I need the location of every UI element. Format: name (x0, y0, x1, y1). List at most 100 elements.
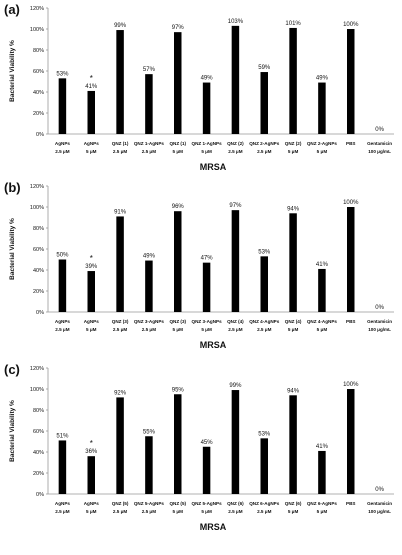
y-axis-title: Bacterial Viability % (9, 400, 16, 462)
bar (260, 438, 268, 494)
bar-value-label: 92% (114, 390, 127, 396)
x-category-label: QNZ 5-AgNPs (192, 501, 223, 506)
x-category-label: QNZ 3-AgNPs (134, 319, 165, 324)
x-category-sublabel: 100 μg/mL (368, 327, 391, 332)
bar-value-label: 45% (201, 440, 214, 446)
x-category-sublabel: 5 μM (288, 327, 299, 332)
y-tick-label: 0% (36, 310, 44, 316)
x-axis-title: MRSA (200, 522, 227, 532)
bar (231, 210, 240, 312)
x-category-label: QNZ 3-AgNPs (192, 319, 223, 324)
x-category-sublabel: 5 μM (86, 327, 97, 332)
x-category-sublabel: 5 μM (201, 327, 212, 332)
x-category-sublabel: 5 μM (201, 509, 212, 514)
y-tick-label: 40% (33, 450, 44, 456)
y-tick-label: 40% (33, 90, 44, 96)
bar-value-label: 50% (56, 253, 69, 259)
x-axis-title: MRSA (200, 162, 227, 172)
bar-value-label: 59% (258, 65, 271, 71)
y-axis-title: Bacterial Viability % (9, 218, 16, 280)
bar-value-label: 94% (287, 388, 300, 394)
y-tick-label: 20% (33, 111, 44, 117)
bar (260, 256, 268, 312)
x-category-label: PBS (346, 141, 355, 146)
x-category-label: AgNPs (55, 501, 71, 506)
x-category-sublabel: 5 μM (173, 509, 184, 514)
x-category-label: AgNPs (84, 501, 100, 506)
x-category-sublabel: 2.5 μM (228, 149, 242, 154)
x-category-sublabel: 100 μg/mL (368, 509, 391, 514)
y-tick-label: 120% (30, 184, 44, 190)
x-category-label: Gentamicin (367, 319, 392, 324)
x-category-label: QNZ (2) (285, 141, 302, 146)
x-category-label: QNZ (4) (227, 319, 244, 324)
panel-label: (b) (4, 180, 21, 195)
bar-value-label: 99% (229, 383, 242, 389)
x-category-sublabel: 2.5 μM (257, 149, 271, 154)
bar (58, 78, 67, 134)
y-tick-label: 40% (33, 268, 44, 274)
bar (318, 82, 326, 134)
bar-value-label: 51% (56, 433, 69, 439)
y-tick-label: 80% (33, 48, 44, 54)
bar-value-label: 97% (229, 203, 242, 209)
x-category-label: QNZ 2-AgNPs (249, 141, 280, 146)
x-category-label: QNZ (3) (112, 319, 129, 324)
chart-panel-3: (c) Bacterial Viability % 0% 20% 40% 60% 80% 10… (4, 362, 394, 532)
x-category-sublabel: 2.5 μM (228, 509, 242, 514)
bar (87, 456, 95, 494)
x-category-label: QNZ (1) (169, 141, 186, 146)
x-category-sublabel: 2.5 μM (113, 327, 127, 332)
bar (58, 259, 67, 312)
x-category-label: AgNPs (84, 319, 100, 324)
x-category-sublabel: 2.5 μM (228, 327, 242, 332)
y-tick-label: 20% (33, 289, 44, 295)
x-category-label: Gentamicin (367, 141, 392, 146)
bar (318, 268, 326, 312)
x-category-sublabel: 2.5 μM (113, 149, 127, 154)
y-tick-label: 60% (33, 247, 44, 253)
bar (289, 213, 297, 312)
y-tick-label: 80% (33, 226, 44, 232)
x-category-sublabel: 2.5 μM (113, 509, 127, 514)
x-category-sublabel: 5 μM (288, 149, 299, 154)
bar-value-label: 97% (172, 25, 185, 31)
y-tick-label: 20% (33, 471, 44, 477)
bar-value-label: 41% (85, 84, 98, 90)
x-category-sublabel: 5 μM (317, 327, 328, 332)
y-tick-label: 80% (33, 408, 44, 414)
bar-value-label: 95% (172, 387, 185, 393)
bar-value-label: 49% (316, 76, 329, 82)
x-category-sublabel: 2.5 μM (257, 327, 271, 332)
bar-value-label: 49% (143, 254, 156, 260)
x-category-label: QNZ 6-AgNPs (249, 501, 280, 506)
x-category-label: QNZ 5-AgNPs (134, 501, 165, 506)
bar (202, 446, 211, 494)
x-category-label: QNZ 1-AgNPs (134, 141, 165, 146)
x-category-label: AgNPs (55, 319, 71, 324)
bar-value-label: 96% (172, 204, 185, 210)
x-category-label: QNZ 1-AgNPs (192, 141, 223, 146)
y-tick-label: 60% (33, 429, 44, 435)
x-category-label: QNZ 6-AgNPs (307, 501, 338, 506)
x-category-sublabel: 5 μM (317, 149, 328, 154)
bar-value-label: 39% (85, 264, 98, 270)
bar-value-label: 49% (201, 76, 214, 82)
x-category-label: PBS (346, 501, 355, 506)
x-category-sublabel: 2.5 μM (55, 149, 69, 154)
bar-value-label: 47% (201, 256, 214, 262)
bar (116, 397, 124, 494)
chart-panel-1: (a) Bacterial Viability % 0% 20% 40% 60% 80% 10… (4, 2, 394, 172)
bar-value-label: 91% (114, 209, 127, 215)
bar (174, 211, 182, 312)
y-tick-label: 0% (36, 132, 44, 138)
bar-value-label: 94% (287, 206, 300, 212)
panel-label: (c) (4, 362, 20, 377)
bar (289, 395, 297, 494)
bar (87, 271, 95, 312)
y-tick-label: 60% (33, 69, 44, 75)
bar (202, 262, 211, 312)
bar-value-label: 41% (316, 262, 329, 268)
panel-label: (a) (4, 2, 20, 17)
